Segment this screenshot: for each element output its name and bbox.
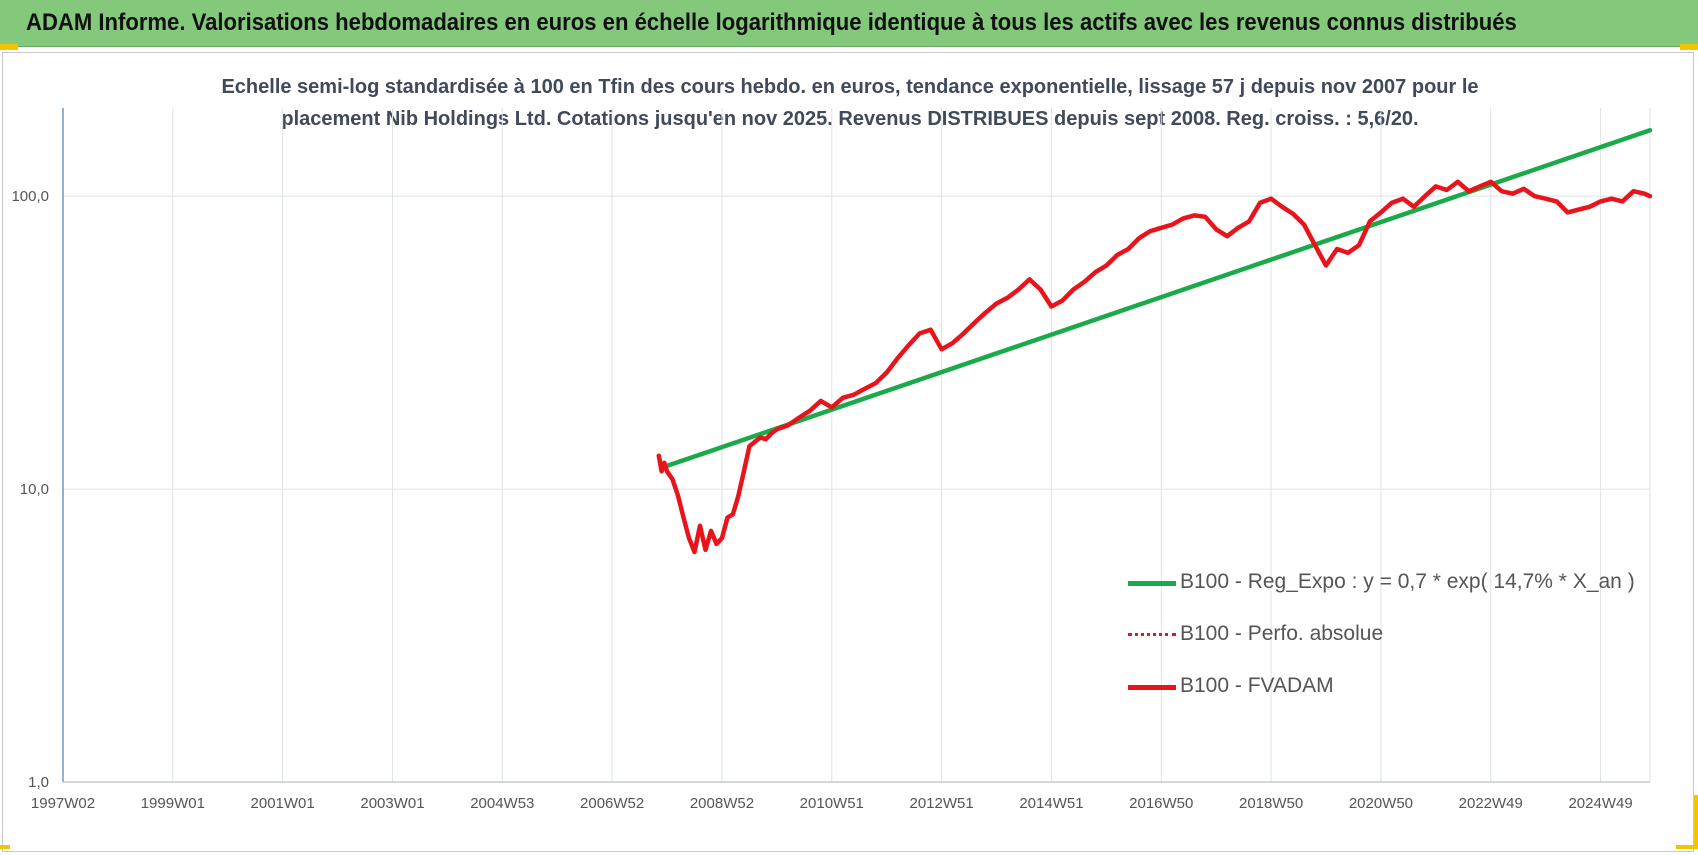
series-line-2 — [656, 179, 1653, 555]
x-tick-label: 2010W51 — [800, 795, 864, 812]
legend-swatch-perfo-absolue — [1128, 633, 1176, 636]
x-tick-label: 2001W01 — [251, 795, 315, 812]
legend-swatch-fvadam — [1128, 685, 1176, 690]
x-tick-label: 2018W50 — [1239, 795, 1303, 812]
x-tick-label: 1997W02 — [31, 795, 95, 812]
chart-title-line-1: Echelle semi-log standardisée à 100 en T… — [221, 76, 1479, 98]
x-tick-label: 2016W50 — [1129, 795, 1193, 812]
corner-marker-bottom-right-bar — [1676, 845, 1698, 849]
legend-label-perfo-absolue: B100 - Perfo. absolue — [1180, 622, 1384, 645]
legend-label-reg-expo: B100 - Reg_Expo : y = 0,7 * exp( 14,7% *… — [1180, 570, 1635, 593]
y-tick-label: 100,0 — [11, 188, 49, 205]
x-tick-label: 2022W49 — [1459, 795, 1523, 812]
x-tick-label: 2012W51 — [910, 795, 974, 812]
x-tick-label: 2024W49 — [1568, 795, 1632, 812]
y-tick-label: 10,0 — [20, 481, 49, 498]
corner-marker-top-left — [0, 44, 18, 50]
corner-marker-top-right — [1680, 44, 1698, 50]
banner-title: ADAM Informe. Valorisations hebdomadaire… — [26, 9, 1517, 36]
chart-frame — [2, 52, 1694, 852]
y-tick-label: 1,0 — [28, 774, 49, 791]
x-tick-label: 2006W52 — [580, 795, 644, 812]
x-tick-label: 2004W53 — [470, 795, 534, 812]
x-tick-label: 1999W01 — [141, 795, 205, 812]
legend-swatch-reg-expo — [1128, 581, 1176, 586]
legend-label-fvadam: B100 - FVADAM — [1180, 674, 1334, 697]
x-tick-label: 2008W52 — [690, 795, 754, 812]
corner-marker-bottom-left — [0, 845, 10, 849]
x-tick-label: 2020W50 — [1349, 795, 1413, 812]
x-tick-label: 2003W01 — [360, 795, 424, 812]
series-line-0 — [664, 127, 1653, 469]
title-banner: ADAM Informe. Valorisations hebdomadaire… — [0, 0, 1698, 47]
chart-title-line-2: placement Nib Holdings Ltd. Cotations ju… — [281, 108, 1419, 130]
x-tick-label: 2014W51 — [1019, 795, 1083, 812]
corner-marker-bottom-right — [1694, 795, 1698, 847]
